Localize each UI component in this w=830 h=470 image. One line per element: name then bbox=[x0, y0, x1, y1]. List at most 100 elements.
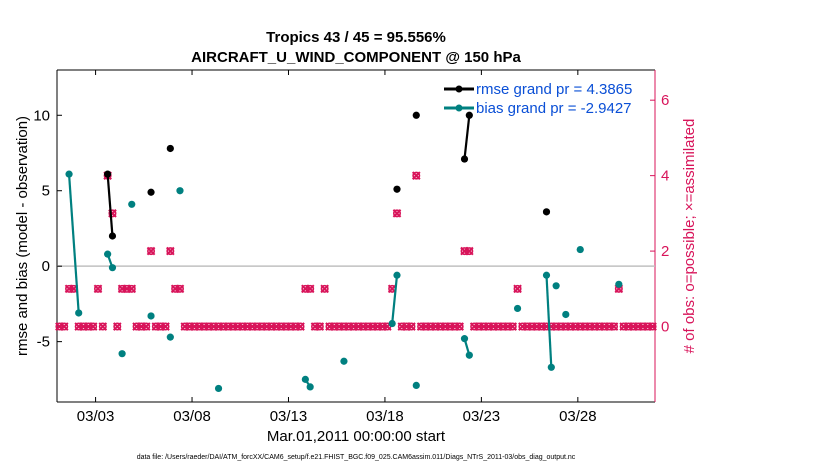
obs-possible-point bbox=[93, 284, 102, 293]
y-right-tick-label: 4 bbox=[661, 168, 669, 185]
obs-assimilated-point bbox=[513, 284, 522, 294]
obs-possible-point bbox=[518, 322, 527, 331]
legend-rmse-marker bbox=[455, 85, 463, 93]
bias-point bbox=[542, 271, 551, 279]
bias-point bbox=[118, 350, 126, 358]
rmse-point bbox=[412, 111, 420, 119]
rmse-point bbox=[104, 170, 112, 178]
obs-possible-point bbox=[402, 322, 411, 331]
bias-point bbox=[388, 319, 396, 328]
obs-assimilated-point bbox=[127, 284, 137, 294]
obs-possible-point bbox=[204, 322, 213, 331]
obs-possible-point bbox=[253, 322, 262, 331]
obs-possible-point bbox=[272, 322, 281, 331]
obs-possible-point bbox=[262, 322, 271, 331]
footer-data-file: data file: /Users/raeder/DAI/ATM_forcXX/… bbox=[137, 454, 576, 461]
obs-possible-point bbox=[55, 322, 64, 331]
bias-point bbox=[306, 383, 314, 391]
obs-possible-point bbox=[286, 322, 295, 331]
y-left-tick-label: 0 bbox=[42, 258, 50, 275]
obs-possible-point bbox=[267, 322, 276, 331]
obs-possible-point bbox=[571, 322, 580, 331]
obs-possible-point bbox=[407, 322, 416, 331]
bias-point bbox=[214, 384, 223, 393]
obs-possible-point bbox=[624, 322, 633, 331]
obs-possible-point bbox=[446, 322, 455, 331]
bias-point bbox=[108, 264, 117, 272]
obs-possible-point bbox=[315, 322, 324, 331]
bias-point bbox=[562, 310, 570, 319]
bias-point bbox=[147, 312, 155, 320]
obs-assimilated-point bbox=[411, 171, 421, 180]
obs-possible-point bbox=[248, 322, 257, 331]
x-tick-label: 03/28 bbox=[559, 408, 597, 425]
obs-possible-point bbox=[147, 247, 156, 256]
bias-point bbox=[465, 351, 473, 359]
obs-possible-point bbox=[638, 322, 647, 331]
obs-possible-point bbox=[499, 322, 508, 331]
obs-possible-point bbox=[359, 322, 368, 331]
x-tick-label: 03/03 bbox=[77, 408, 115, 425]
obs-assimilated-point bbox=[609, 322, 619, 331]
obs-possible-point bbox=[364, 322, 373, 331]
bias-point bbox=[166, 333, 174, 341]
obs-possible-point bbox=[523, 322, 532, 331]
obs-possible-point bbox=[330, 322, 339, 331]
obs-possible-point bbox=[122, 284, 131, 293]
obs-possible-point bbox=[335, 322, 344, 331]
obs-possible-point bbox=[349, 322, 358, 331]
obs-possible-point bbox=[595, 322, 604, 331]
obs-possible-point bbox=[311, 322, 320, 331]
obs-assimilated-point bbox=[392, 209, 402, 218]
obs-possible-point bbox=[132, 322, 141, 331]
rmse-line bbox=[106, 174, 114, 237]
bias-point bbox=[104, 250, 112, 258]
obs-assimilated-point bbox=[88, 322, 98, 331]
obs-assimilated-point bbox=[455, 322, 464, 331]
obs-assimilated-point bbox=[59, 322, 69, 331]
y-right-tick-label: 0 bbox=[661, 319, 669, 336]
obs-possible-point bbox=[450, 322, 459, 331]
bias-point bbox=[340, 357, 348, 365]
obs-possible-point bbox=[585, 322, 594, 331]
obs-possible-point bbox=[214, 322, 223, 331]
obs-possible-point bbox=[180, 322, 189, 331]
x-tick-label: 03/13 bbox=[270, 408, 308, 425]
obs-possible-point bbox=[344, 322, 353, 331]
obs-possible-point bbox=[484, 322, 493, 331]
obs-possible-point bbox=[417, 322, 426, 331]
rmse-point bbox=[393, 185, 401, 193]
obs-assimilated-point bbox=[161, 322, 170, 331]
obs-possible-point bbox=[537, 322, 546, 331]
obs-possible-point bbox=[277, 322, 286, 331]
rmse-point bbox=[166, 144, 174, 153]
obs-possible-point bbox=[368, 322, 377, 331]
obs-possible-point bbox=[79, 322, 88, 331]
obs-possible-point bbox=[465, 247, 474, 256]
obs-possible-point bbox=[296, 322, 305, 331]
obs-possible-point bbox=[306, 284, 315, 293]
legend-bias-marker bbox=[455, 104, 463, 112]
obs-possible-point bbox=[494, 322, 503, 331]
obs-assimilated-point bbox=[141, 322, 151, 331]
legend: rmse grand pr = 4.3865 bias grand pr = -… bbox=[444, 81, 632, 117]
obs-possible-point bbox=[175, 284, 184, 293]
obs-possible-point bbox=[142, 322, 151, 331]
obs-possible-point bbox=[200, 322, 209, 331]
x-axis-label: Mar.01,2011 00:00:00 start bbox=[267, 428, 446, 445]
obs-possible-point bbox=[552, 322, 561, 331]
obs-possible-point bbox=[470, 322, 479, 331]
obs-possible-point bbox=[600, 322, 609, 331]
obs-possible-point bbox=[629, 322, 638, 331]
y-left-tick-label: 10 bbox=[33, 107, 50, 124]
bias-line bbox=[391, 275, 399, 324]
bias-point bbox=[176, 187, 184, 195]
rmse-point bbox=[465, 111, 473, 119]
obs-possible-point bbox=[108, 209, 117, 218]
obs-possible-point bbox=[532, 322, 541, 331]
obs-possible-point bbox=[566, 322, 575, 331]
obs-possible-point bbox=[60, 322, 69, 331]
obs-possible-point bbox=[474, 322, 483, 331]
bias-point bbox=[552, 282, 560, 290]
